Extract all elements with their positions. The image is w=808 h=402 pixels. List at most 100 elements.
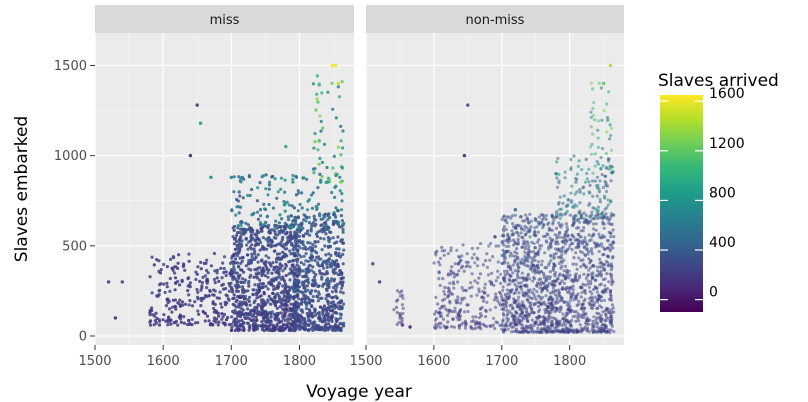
data-point <box>465 252 469 256</box>
data-point <box>296 191 300 195</box>
data-point <box>231 226 235 230</box>
data-point <box>485 265 489 269</box>
data-point <box>336 81 340 86</box>
data-point <box>518 285 522 289</box>
data-point <box>316 100 320 104</box>
data-point <box>587 203 591 207</box>
data-point <box>517 330 521 334</box>
data-point <box>602 263 606 267</box>
data-point <box>608 137 612 141</box>
data-point <box>535 225 539 229</box>
data-point <box>274 223 278 227</box>
data-point <box>162 313 166 317</box>
data-point <box>311 246 315 250</box>
data-point <box>337 95 341 99</box>
data-point <box>589 247 594 251</box>
data-point <box>316 186 320 190</box>
data-point <box>377 280 382 284</box>
data-point <box>258 181 262 185</box>
data-point <box>583 325 587 329</box>
data-point <box>602 291 606 295</box>
data-point <box>581 239 585 243</box>
data-point <box>332 154 336 158</box>
data-point <box>238 230 242 235</box>
data-point <box>556 329 560 333</box>
data-point <box>226 297 230 301</box>
data-point <box>249 318 253 322</box>
data-point <box>519 281 523 285</box>
data-point <box>239 219 243 224</box>
data-point <box>331 166 335 170</box>
data-point <box>603 247 608 251</box>
data-point <box>241 300 245 304</box>
data-point <box>588 183 592 187</box>
data-point <box>219 302 223 306</box>
data-point <box>587 268 591 272</box>
data-point <box>577 256 581 260</box>
data-point <box>530 307 534 311</box>
data-point <box>283 266 287 270</box>
y-axis-title: Slaves embarked <box>12 116 32 262</box>
data-point <box>264 324 268 328</box>
legend-tick-label: 1200 <box>709 136 745 152</box>
data-point <box>221 261 225 265</box>
data-point <box>234 213 238 217</box>
data-point <box>516 224 520 228</box>
data-point <box>282 200 286 204</box>
data-point <box>590 299 594 303</box>
data-point <box>337 247 341 251</box>
data-point <box>538 315 542 319</box>
data-point <box>332 277 337 281</box>
data-point <box>494 279 498 283</box>
data-point <box>517 281 521 285</box>
data-point <box>256 217 260 221</box>
data-point <box>549 259 553 263</box>
data-point <box>553 310 557 314</box>
data-point <box>542 281 546 285</box>
data-point <box>595 325 599 329</box>
data-point <box>335 319 339 323</box>
data-point <box>266 300 270 304</box>
data-point <box>255 296 259 300</box>
x-axis-miss: 1500 1600 1700 1800 <box>78 345 316 369</box>
x-tick-label: 1600 <box>417 354 450 369</box>
data-point <box>558 195 562 199</box>
data-point <box>190 304 195 308</box>
data-point <box>524 276 528 280</box>
data-point <box>205 277 209 281</box>
data-point <box>312 146 316 150</box>
data-point <box>609 268 613 272</box>
data-point <box>289 294 293 298</box>
data-point <box>543 234 548 238</box>
data-point <box>292 282 296 286</box>
data-point <box>550 238 554 242</box>
data-point <box>536 230 541 234</box>
data-point <box>534 297 538 301</box>
data-point <box>186 289 190 293</box>
data-point <box>517 291 521 295</box>
data-point <box>504 256 508 260</box>
data-point <box>529 256 533 260</box>
data-point <box>312 171 316 175</box>
data-point <box>510 330 514 334</box>
data-point <box>466 103 470 107</box>
data-point <box>606 239 610 243</box>
data-point <box>548 242 553 246</box>
data-point <box>336 235 340 239</box>
data-point <box>285 325 289 329</box>
data-point <box>574 176 578 181</box>
data-point <box>438 314 442 318</box>
data-point <box>571 293 575 297</box>
data-point <box>565 274 569 278</box>
data-point <box>224 273 228 278</box>
data-point <box>256 253 260 257</box>
data-point <box>572 256 576 260</box>
data-point <box>311 82 315 86</box>
data-point <box>335 254 339 258</box>
data-point <box>271 261 275 265</box>
data-point <box>244 264 248 268</box>
data-point <box>188 299 192 303</box>
data-point <box>586 279 590 283</box>
data-point <box>591 87 595 91</box>
data-point <box>548 270 553 274</box>
